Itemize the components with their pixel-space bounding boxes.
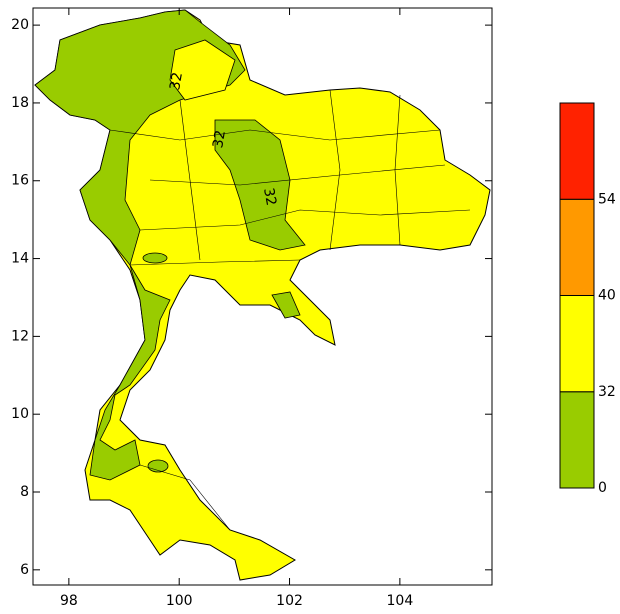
y-tick-label: 20 — [11, 17, 29, 33]
map-shapes — [34, 9, 491, 581]
x-tick-label: 104 — [387, 593, 414, 609]
colorbar-segment — [559, 295, 595, 393]
x-tick-label: 102 — [276, 593, 303, 609]
y-tick-label: 8 — [20, 484, 29, 500]
colorbar-segment — [559, 198, 595, 296]
plot-frame — [32, 7, 493, 586]
zone-green — [214, 119, 306, 251]
y-tick-label: 10 — [11, 406, 29, 422]
contour-label: 32 — [167, 71, 186, 91]
zone-green — [89, 264, 171, 481]
colorbar-label: 40 — [598, 288, 616, 304]
contour-label: 32 — [210, 129, 229, 149]
x-tick-label: 100 — [166, 593, 193, 609]
y-tick-label: 12 — [11, 328, 29, 344]
axes: 98 100 102 104 6 8 10 12 14 16 18 20 — [11, 8, 492, 609]
x-tick-label: 98 — [60, 593, 78, 609]
colorbar-label: 54 — [598, 191, 616, 207]
colorbar: 0 32 40 54 — [559, 102, 616, 496]
colorbar-segment — [559, 391, 595, 489]
y-tick-label: 6 — [20, 562, 29, 578]
zone-yellow — [169, 39, 236, 101]
zone-green — [271, 291, 301, 319]
colorbar-label: 32 — [598, 384, 616, 400]
y-tick-label: 18 — [11, 95, 29, 111]
contour-label: 32 — [260, 187, 279, 207]
colorbar-segment — [559, 102, 595, 200]
y-tick-label: 14 — [11, 251, 29, 267]
province-borders — [109, 89, 471, 531]
colorbar-label: 0 — [598, 480, 607, 496]
zone-green — [142, 252, 168, 264]
y-tick-label: 16 — [11, 173, 29, 189]
